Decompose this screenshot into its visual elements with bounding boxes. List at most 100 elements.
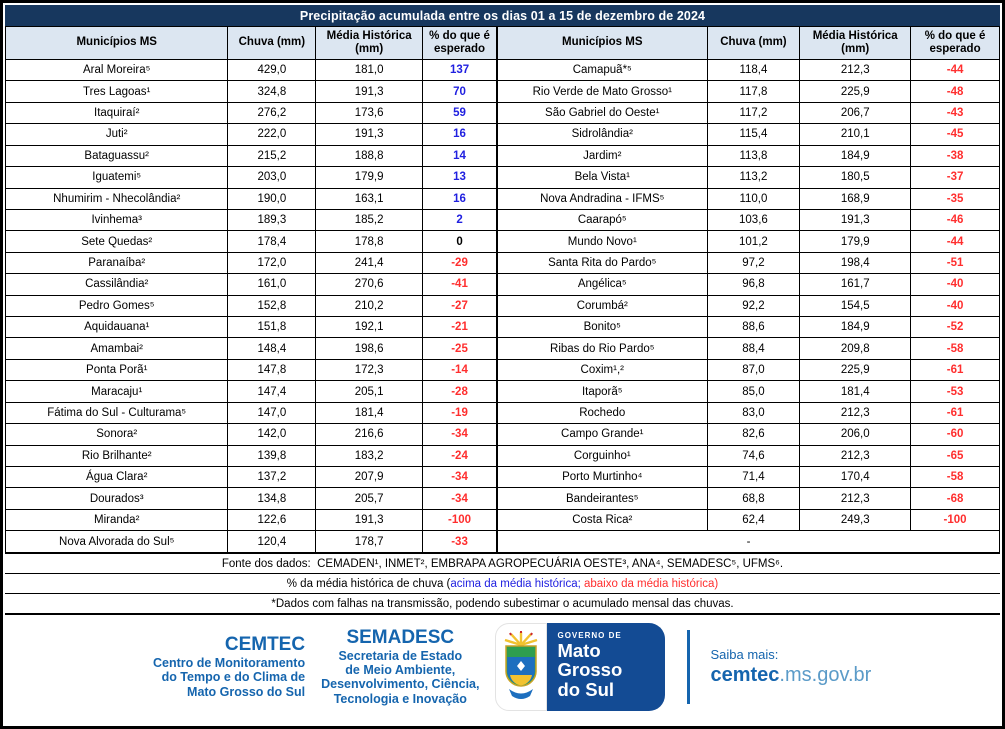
chuva-cell: 97,2 <box>706 251 801 275</box>
pct-cell: -29 <box>422 251 498 275</box>
chuva-cell: 142,0 <box>227 423 317 446</box>
table-row: Bela Vista¹ 113,2 180,5 -37 <box>497 166 1000 189</box>
chuva-cell: 151,8 <box>227 316 317 339</box>
table-row: Rio Verde de Mato Grosso¹ 117,8 225,9 -48 <box>497 80 1000 103</box>
municipality-cell: Campo Grande¹ <box>497 423 708 446</box>
media-cell: 192,1 <box>315 316 424 339</box>
pct-cell: -58 <box>910 466 1000 489</box>
chuva-cell: 147,0 <box>227 401 317 425</box>
table-row: Nova Alvorada do Sul⁵ 120,4 178,7 -33 <box>4 530 498 553</box>
media-cell: 207,9 <box>315 466 424 489</box>
pct-cell: 70 <box>422 80 498 103</box>
col-header-municipios: Municípios MS <box>4 26 229 60</box>
table-row: Ribas do Rio Pardo⁵ 88,4 209,8 -58 <box>497 337 1000 360</box>
table-row: Coxim¹,² 87,0 225,9 -61 <box>497 358 1000 382</box>
table-row: Rochedo 83,0 212,3 -61 <box>497 401 1000 425</box>
semadesc-logo-text: SEMADESC <box>346 626 455 648</box>
table-row: Campo Grande¹ 82,6 206,0 -60 <box>497 423 1000 446</box>
media-cell: 154,5 <box>799 294 912 318</box>
cemtec-logo-text: CEMTEC <box>224 633 306 655</box>
pct-cell: -45 <box>910 123 1000 146</box>
pct-cell: -46 <box>910 208 1000 232</box>
chuva-cell: 88,4 <box>706 337 801 360</box>
col-header-media-historica: Média Histórica (mm) <box>799 26 912 60</box>
media-cell: 170,4 <box>799 466 912 489</box>
pct-cell: -44 <box>910 58 1000 82</box>
media-cell: 188,8 <box>315 144 424 168</box>
cemtec-block: CEMTEC Centro de Monitoramento do Tempo … <box>153 633 306 699</box>
table-row: Corumbá² 92,2 154,5 -40 <box>497 294 1000 318</box>
chuva-cell: 74,6 <box>706 444 801 468</box>
gov-name-line: do Sul <box>557 678 615 700</box>
chuva-cell: 115,4 <box>706 123 801 146</box>
municipality-cell: Itaporã⁵ <box>497 380 708 403</box>
semadesc-block: SEMADESC Secretaria de Estado de Meio Am… <box>321 626 480 706</box>
table-row: Porto Murtinho⁴ 71,4 170,4 -58 <box>497 466 1000 489</box>
table-row: Jardim² 113,8 184,9 -38 <box>497 144 1000 168</box>
media-cell: 161,7 <box>799 273 912 296</box>
table-row: Amambai² 148,4 198,6 -25 <box>4 337 498 360</box>
table-row: Miranda² 122,6 191,3 -100 <box>4 508 498 532</box>
chuva-cell: 82,6 <box>706 423 801 446</box>
table-row: Aquidauana¹ 151,8 192,1 -21 <box>4 316 498 339</box>
municipality-cell: Água Clara² <box>4 466 229 489</box>
pct-cell: -27 <box>422 294 498 318</box>
chuva-cell: 429,0 <box>227 58 317 82</box>
media-cell: 179,9 <box>799 230 912 253</box>
media-cell: 181,0 <box>315 58 424 82</box>
chuva-cell: 190,0 <box>227 187 317 210</box>
municipality-cell: Ponta Porã¹ <box>4 358 229 382</box>
chuva-cell: 172,0 <box>227 251 317 275</box>
col-header-municipios: Municípios MS <box>497 26 708 60</box>
chuva-cell: 101,2 <box>706 230 801 253</box>
media-cell: 205,7 <box>315 487 424 510</box>
municipality-cell: Mundo Novo¹ <box>497 230 708 253</box>
footer-branding: CEMTEC Centro de Monitoramento do Tempo … <box>5 613 1000 719</box>
municipality-cell: Paranaíba² <box>4 251 229 275</box>
pct-cell: -53 <box>910 380 1000 403</box>
municipality-cell: Ribas do Rio Pardo⁵ <box>497 337 708 360</box>
table-row: Maracaju¹ 147,4 205,1 -28 <box>4 380 498 403</box>
table-row: Fátima do Sul - Culturama⁵ 147,0 181,4 -19 <box>4 401 498 425</box>
municipality-cell: Corguinho¹ <box>497 444 708 468</box>
table-row: Aral Moreira⁵ 429,0 181,0 137 <box>4 58 498 82</box>
chuva-cell: 103,6 <box>706 208 801 232</box>
municipality-cell: Tres Lagoas¹ <box>4 80 229 103</box>
media-cell: 179,9 <box>315 166 424 189</box>
pct-cell: -48 <box>910 80 1000 103</box>
municipality-cell: Corumbá² <box>497 294 708 318</box>
pct-cell: 16 <box>422 123 498 146</box>
table-row: Iguatemi⁵ 203,0 179,9 13 <box>4 166 498 189</box>
media-cell: 205,1 <box>315 380 424 403</box>
pct-cell: -28 <box>422 380 498 403</box>
municipality-cell: Porto Murtinho⁴ <box>497 466 708 489</box>
link-bold-part: cemtec <box>710 663 780 686</box>
legend-prefix: % da média histórica de chuva ( <box>286 577 451 590</box>
pct-cell: -68 <box>910 487 1000 510</box>
municipality-cell: Bandeirantes⁵ <box>497 487 708 510</box>
pct-cell: -25 <box>422 337 498 360</box>
pct-cell: -60 <box>910 423 1000 446</box>
chuva-cell: 71,4 <box>706 466 801 489</box>
media-cell: 191,3 <box>315 508 424 532</box>
semadesc-line: Secretaria de Estado <box>338 648 463 663</box>
pct-cell: -33 <box>422 530 498 553</box>
header-row: Municípios MS Chuva (mm) Média Histórica… <box>497 26 1000 60</box>
header-row: Municípios MS Chuva (mm) Média Histórica… <box>4 26 498 60</box>
table-row: Caarapó⁵ 103,6 191,3 -46 <box>497 208 1000 232</box>
table-row: Sonora² 142,0 216,6 -34 <box>4 423 498 446</box>
table-row: Cassilândia² 161,0 270,6 -41 <box>4 273 498 296</box>
gov-name-line: Grosso <box>557 659 623 681</box>
pct-cell: -14 <box>422 358 498 382</box>
legend-above-average: acima da média histórica; <box>450 577 581 590</box>
pct-cell: -41 <box>422 273 498 296</box>
table-row: Mundo Novo¹ 101,2 179,9 -44 <box>497 230 1000 253</box>
media-cell: 168,9 <box>799 187 912 210</box>
col-header-chuva: Chuva (mm) <box>706 26 801 60</box>
gov-name-line: Mato <box>557 640 601 661</box>
municipality-cell: Juti² <box>4 123 229 146</box>
semadesc-line: Desenvolvimento, Ciência, <box>321 677 480 692</box>
pct-cell: -40 <box>910 294 1000 318</box>
table-right: Municípios MS Chuva (mm) Média Histórica… <box>497 26 1000 553</box>
media-cell: 212,3 <box>799 401 912 425</box>
